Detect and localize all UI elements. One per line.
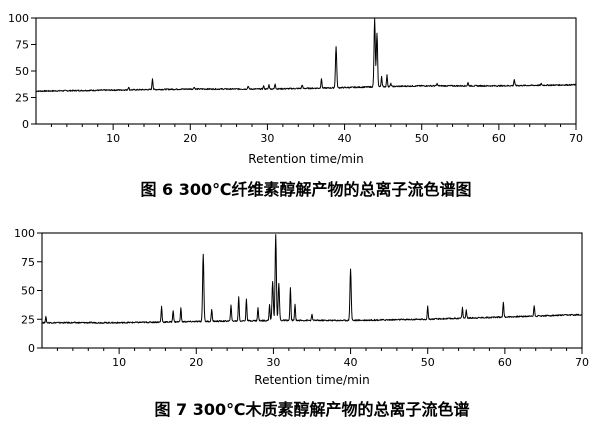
x-tick-label: 60 [498, 356, 512, 369]
x-tick-label: 60 [492, 132, 506, 145]
y-tick-label: 0 [22, 118, 29, 131]
x-axis: 10 20 30 40 50 60 70 [56, 348, 589, 369]
x-tick-label: 20 [183, 132, 197, 145]
plot-frame [35, 17, 577, 125]
figure-caption: 图 6 300℃纤维素醇解产物的总离子流色谱图 [140, 180, 471, 199]
y-axis: 0 25 50 75 100 [14, 227, 42, 355]
y-tick-label: 25 [21, 313, 35, 326]
y-tick-label: 100 [8, 12, 29, 25]
y-tick-label: 75 [15, 39, 29, 52]
chromatogram-trace [41, 234, 583, 324]
y-axis: 0 25 50 75 100 [8, 12, 36, 131]
x-tick-label: 50 [415, 132, 429, 145]
x-axis-label: Retention time/min [254, 373, 369, 387]
x-axis-label: Retention time/min [248, 152, 363, 166]
y-tick-label: 50 [15, 65, 29, 78]
y-tick-label: 25 [15, 92, 29, 105]
x-tick-label: 50 [421, 356, 435, 369]
x-axis: 10 20 30 40 50 60 70 [50, 124, 583, 145]
x-tick-label: 70 [575, 356, 589, 369]
y-tick-label: 75 [21, 256, 35, 269]
x-tick-label: 30 [266, 356, 280, 369]
chart-fig6: 0 25 50 75 100 10 20 30 40 50 60 70 Retention time… [8, 12, 583, 199]
x-tick-label: 40 [338, 132, 352, 145]
y-tick-label: 50 [21, 285, 35, 298]
x-tick-label: 10 [112, 356, 126, 369]
chromatogram-trace [35, 18, 577, 93]
x-tick-label: 10 [106, 132, 120, 145]
plot-frame [41, 232, 583, 349]
x-tick-label: 20 [189, 356, 203, 369]
y-tick-label: 100 [14, 227, 35, 240]
y-tick-label: 0 [28, 342, 35, 355]
x-tick-label: 70 [569, 132, 583, 145]
x-tick-label: 40 [344, 356, 358, 369]
x-tick-label: 30 [260, 132, 274, 145]
figure-caption: 图 7 300℃木质素醇解产物的总离子流色谱 [154, 400, 469, 419]
chart-fig7: 0 25 50 75 100 10 20 30 40 50 60 70 Retention time… [14, 227, 589, 419]
